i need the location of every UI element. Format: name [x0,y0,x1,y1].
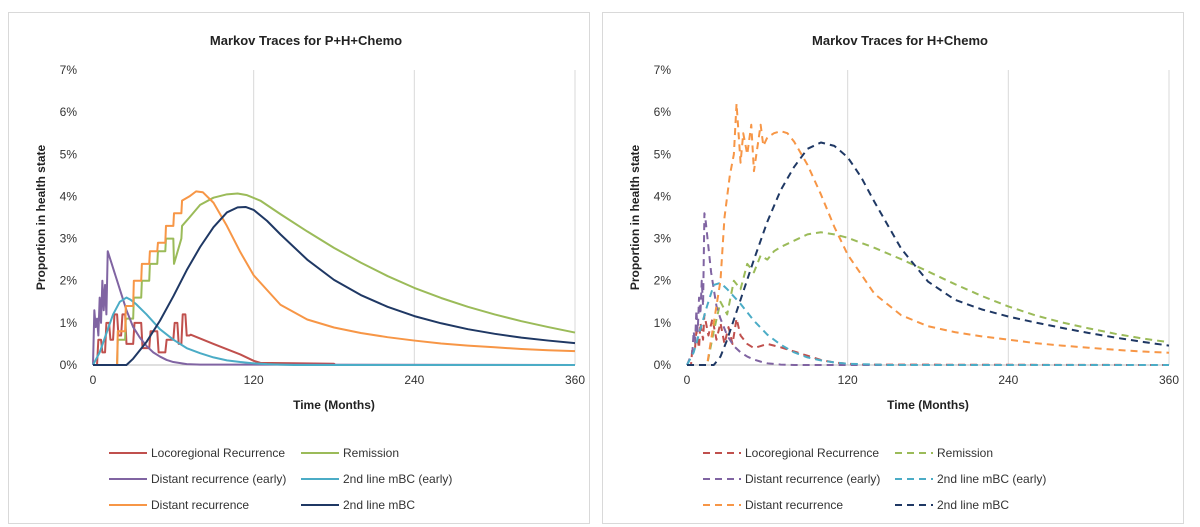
y-tick-label: 1% [654,316,672,330]
x-tick-label: 120 [838,373,858,387]
x-axis-label: Time (Months) [293,398,375,412]
series-line-distant-recurrence-early [92,250,576,366]
x-tick-label: 120 [244,373,264,387]
series-line-locoregional-recurrence [93,313,575,366]
chart-title: Markov Traces for P+H+Chemo [210,33,402,48]
y-tick-label: 7% [654,63,672,77]
series-line-locoregional-recurrence [687,313,1170,366]
y-tick-label: 3% [60,232,78,246]
y-axis-label: Proportion in health state [628,145,642,291]
y-tick-label: 6% [654,105,672,119]
x-axis-label: Time (Months) [887,398,969,412]
y-tick-label: 2% [60,274,78,288]
series-line-distant-recurrence-early [686,212,1169,366]
legend-label-locoregional-recurrence: Locoregional Recurrence [745,446,879,460]
y-tick-label: 5% [60,147,78,161]
chart-title: Markov Traces for H+Chemo [812,33,988,48]
legend-label-remission: Remission [937,446,993,460]
y-tick-label: 0% [654,358,672,372]
chart-right-svg: Markov Traces for H+Chemo 0% 1% 2% 3% 4% 5% 6% 7… [628,33,1179,512]
legend-label-distant-recurrence-early: Distant recurrence (early) [745,472,880,486]
y-tick-label: 4% [654,189,672,203]
legend-label-distant-recurrence: Distant recurrence [151,498,249,512]
chart-panel-left: Markov Traces for P+H+Chemo 0% 1% 2% 3% 4% 5% 6… [8,12,590,524]
x-tick-label: 240 [998,373,1018,387]
series-line-2nd-line-mbc [687,141,1170,366]
x-tick-label: 360 [565,373,585,387]
y-tick-label: 5% [654,147,672,161]
y-tick-label: 0% [60,358,78,372]
series-line-remission [93,192,576,366]
legend-label-distant-recurrence-early: Distant recurrence (early) [151,472,286,486]
y-tick-label: 6% [60,105,78,119]
series-line-2nd-line-mbc [93,205,576,366]
chart-panel-right: Markov Traces for H+Chemo 0% 1% 2% 3% 4% 5% 6% 7… [602,12,1184,524]
legend-label-locoregional-recurrence: Locoregional Recurrence [151,446,285,460]
legend-label-remission: Remission [343,446,399,460]
series-line-2nd-line-mbc-early [92,296,575,366]
series-line-distant-recurrence [93,190,576,366]
series-line-remission [687,231,1170,366]
legend-label-2nd-line-mbc-early: 2nd line mBC (early) [937,472,1046,486]
y-tick-label: 3% [654,232,672,246]
y-tick-label: 1% [60,316,78,330]
y-tick-label: 2% [654,274,672,288]
y-tick-label: 7% [60,63,78,77]
y-tick-label: 4% [60,189,78,203]
legend-label-distant-recurrence: Distant recurrence [745,498,843,512]
x-tick-label: 240 [404,373,424,387]
legend-label-2nd-line-mbc: 2nd line mBC [937,498,1009,512]
y-axis-label: Proportion in health state [34,145,48,291]
series-line-2nd-line-mbc-early [686,281,1169,366]
x-tick-label: 0 [684,373,691,387]
chart-left-svg: Markov Traces for P+H+Chemo 0% 1% 2% 3% 4% 5% 6… [34,33,585,512]
x-tick-label: 360 [1159,373,1179,387]
legend-label-2nd-line-mbc-early: 2nd line mBC (early) [343,472,452,486]
x-tick-label: 0 [90,373,97,387]
legend-label-2nd-line-mbc: 2nd line mBC [343,498,415,512]
